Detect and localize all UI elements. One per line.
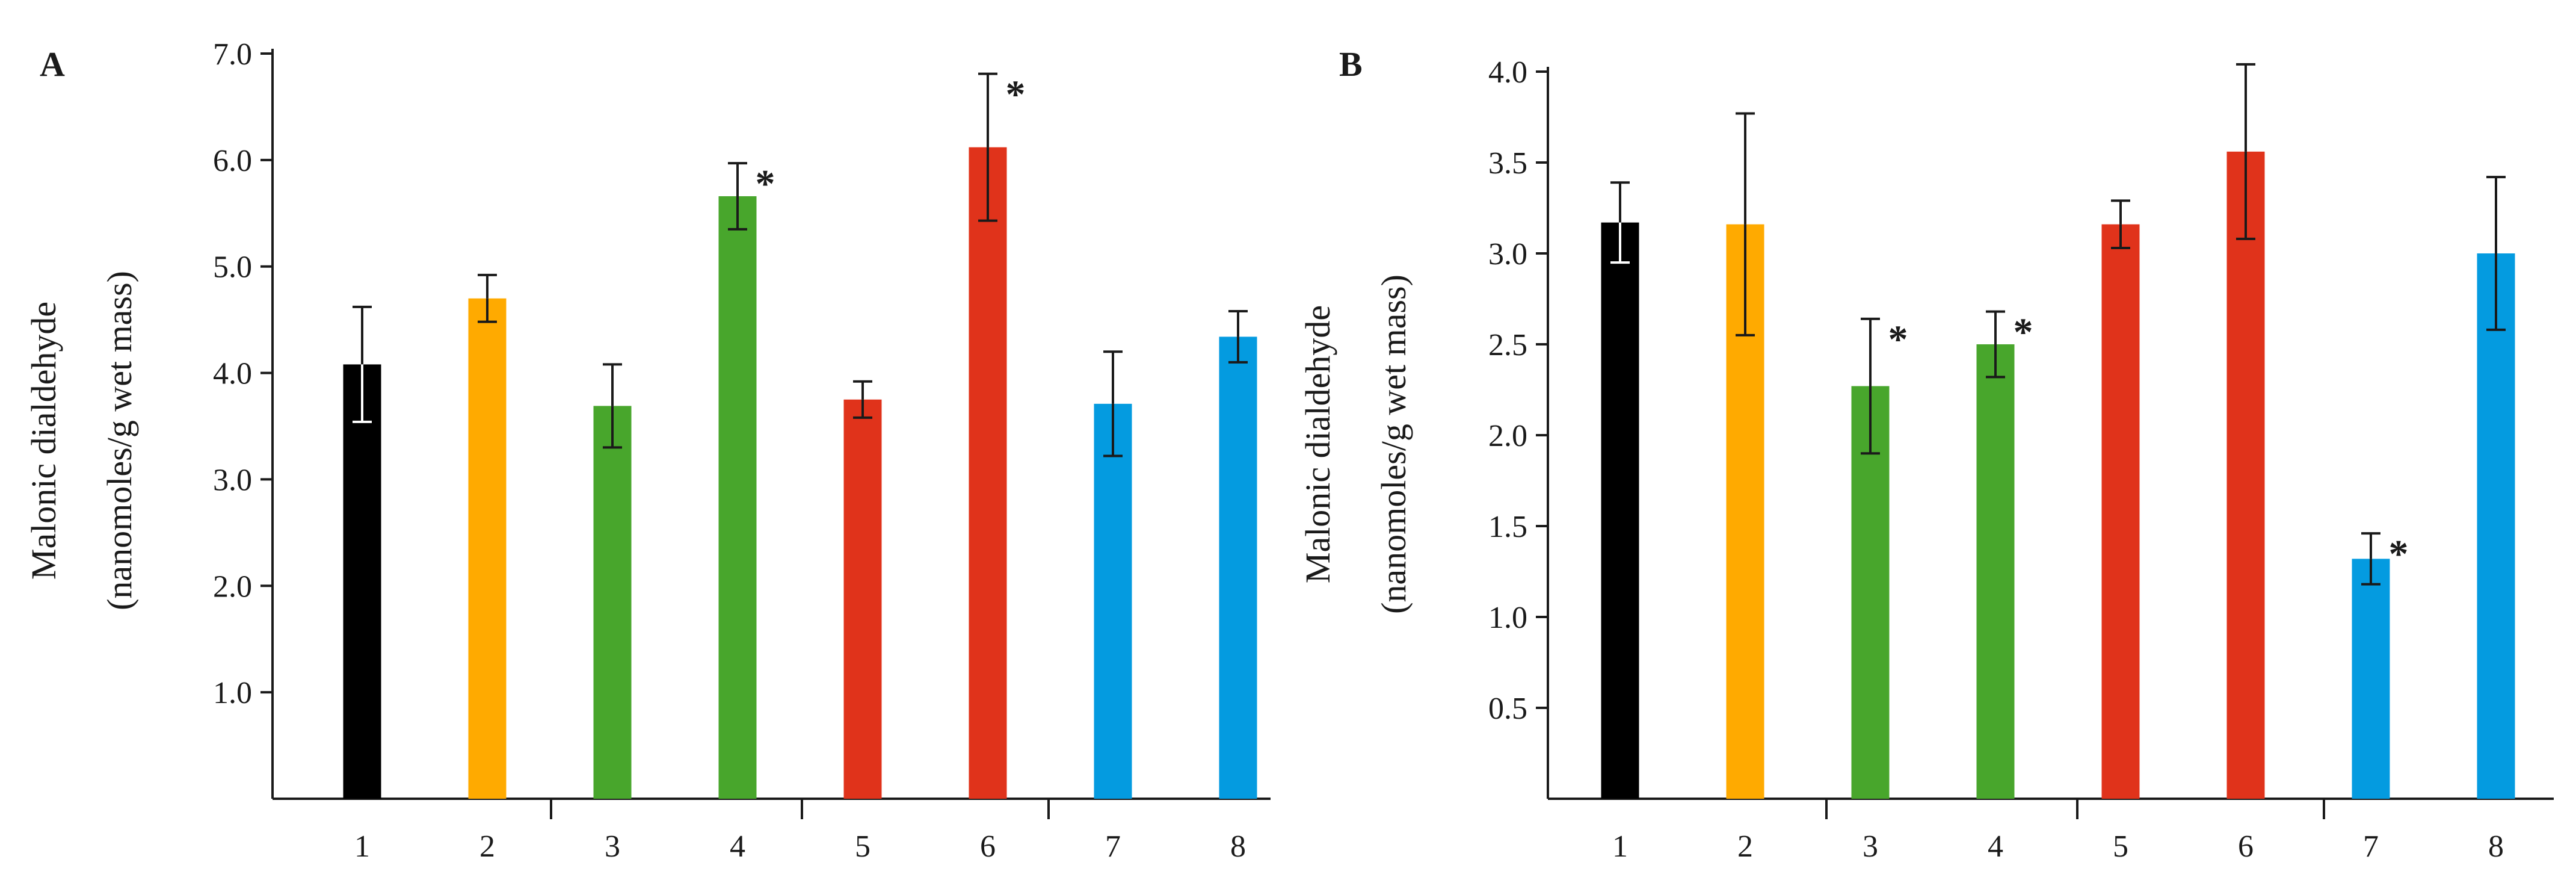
panel-b-x-tick-label: 3	[1863, 829, 1878, 864]
panel-b-y-tick-label: 3.0	[1488, 237, 1527, 271]
panel-b-y-tick-label: 2.0	[1488, 419, 1527, 453]
panel-b-bar-1	[1601, 222, 1639, 799]
panel-a-y-tick-label: 6.0	[213, 144, 252, 178]
panel-b-x-tick-label: 8	[2488, 829, 2504, 864]
panel-a-ylabel-line2: (nanomoles/g wet mass)	[100, 271, 139, 610]
panel-b-letter: B	[1339, 45, 1363, 84]
panel-a-y-tick-label: 5.0	[213, 250, 252, 285]
panel-a-y-tick-label: 4.0	[213, 357, 252, 391]
panel-a-x-tick-label: 3	[605, 829, 620, 864]
panel-a-x-tick-label: 4	[730, 829, 745, 864]
panel-a-bar-6	[969, 147, 1007, 799]
panel-b-x-tick-label: 5	[2113, 829, 2128, 864]
panel-a-significance-mark-4: *	[756, 162, 775, 206]
panel-b-y-tick-label: 2.5	[1488, 328, 1527, 362]
panel-b-y-tick-label: 4.0	[1488, 55, 1527, 90]
panel-a-letter: A	[40, 45, 65, 84]
panel-b-bar-6	[2226, 151, 2265, 799]
panel-a-bar-7	[1094, 403, 1132, 799]
panel-a-bar-3	[593, 406, 632, 799]
panel-b-bar-3	[1851, 386, 1890, 799]
panel-a-bar-1	[343, 364, 381, 799]
panel-b-bar-8	[2477, 253, 2515, 799]
panel-a-y-tick-label: 1.0	[213, 676, 252, 710]
panel-b-bar-7	[2352, 559, 2390, 799]
panel-b-x-tick-label: 4	[1988, 829, 2003, 864]
panel-b-y-tick-label: 1.5	[1488, 510, 1527, 544]
panel-a-x-tick-label: 2	[479, 829, 495, 864]
panel-b-y-tick-label: 1.0	[1488, 601, 1527, 635]
panel-b-chart: B Malonic dialdehyde (nanomoles/g wet ma…	[1298, 45, 2554, 864]
panel-a-bar-2	[468, 298, 507, 799]
panel-b-y-tick-label: 0.5	[1488, 692, 1527, 726]
panel-a-significance-mark-6: *	[1006, 73, 1026, 117]
panel-a-bar-5	[843, 399, 882, 799]
panel-a-bar-8	[1219, 336, 1257, 799]
panel-b-x-tick-label: 2	[1737, 829, 1753, 864]
panel-a-ylabel-line1: Malonic dialdehyde	[24, 302, 63, 580]
panel-a-x-tick-label: 1	[354, 829, 370, 864]
panel-a-x-tick-label: 6	[980, 829, 996, 864]
panel-b-x-tick-label: 1	[1612, 829, 1628, 864]
panel-b-x-tick-label: 6	[2238, 829, 2254, 864]
panel-a-y-tick-label: 7.0	[213, 37, 252, 72]
panel-a-x-tick-label: 7	[1105, 829, 1121, 864]
panel-b-bar-5	[2101, 224, 2140, 799]
panel-b-ylabel-line1: Malonic dialdehyde	[1298, 305, 1337, 583]
panel-b-significance-mark-3: *	[1888, 318, 1908, 362]
panel-a-x-tick-label: 8	[1230, 829, 1246, 864]
panel-b-ylabel-line2: (nanomoles/g wet mass)	[1374, 274, 1413, 614]
panel-a-x-tick-label: 5	[855, 829, 870, 864]
panel-a-chart: A Malonic dialdehyde (nanomoles/g wet ma…	[24, 37, 1271, 864]
panel-b-y-tick-label: 3.5	[1488, 146, 1527, 181]
panel-a-y-tick-label: 2.0	[213, 569, 252, 604]
panel-b-bar-4	[1976, 344, 2015, 799]
panel-b-significance-mark-4: *	[2014, 311, 2033, 355]
panel-a-bar-4	[718, 196, 757, 799]
panel-a-y-tick-label: 3.0	[213, 463, 252, 497]
panel-b-x-tick-label: 7	[2363, 829, 2379, 864]
panel-b-significance-mark-7: *	[2389, 532, 2409, 576]
